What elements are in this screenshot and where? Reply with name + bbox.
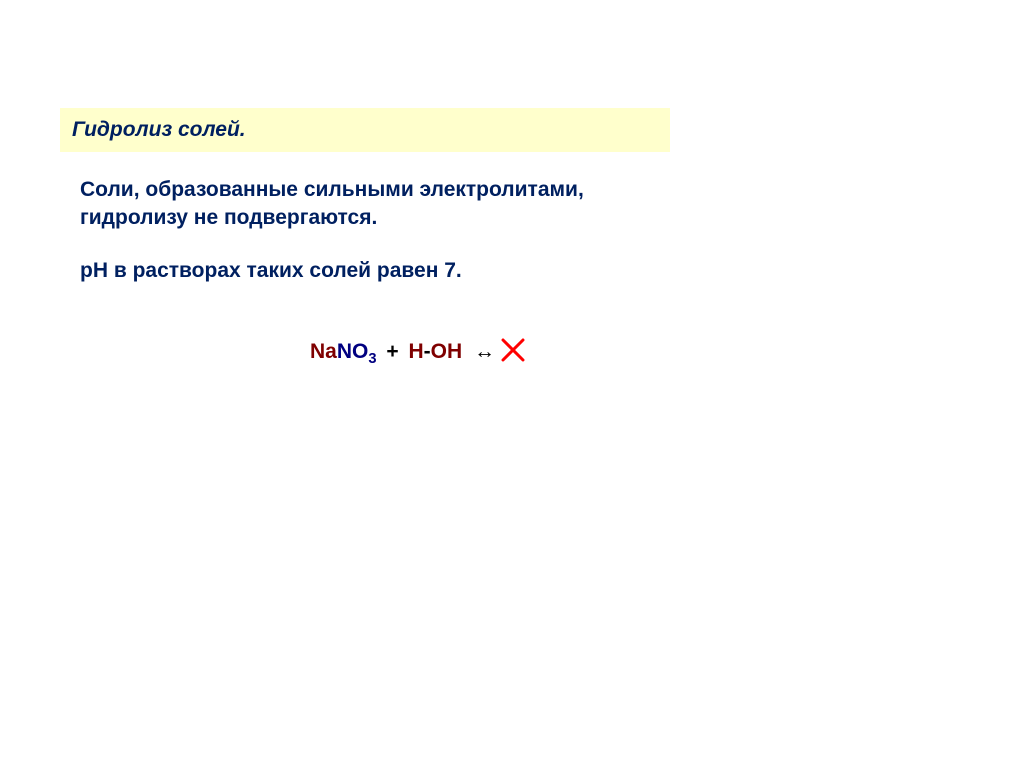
eq-na: Na xyxy=(310,340,337,363)
title-text: Гидролиз солей. xyxy=(72,118,246,142)
eq-arrow: ↔ xyxy=(474,340,495,363)
title-band: Гидролиз солей. xyxy=(60,108,670,152)
no-reaction-cross-icon xyxy=(500,337,526,363)
eq-oh: OH xyxy=(431,340,463,363)
equation: NaNO3 + H-OH ↔ xyxy=(310,340,495,367)
eq-sub3: 3 xyxy=(368,351,376,367)
para1-line1: Соли, образованные сильными электролитам… xyxy=(80,178,584,201)
body-area: Соли, образованные сильными электролитам… xyxy=(80,176,880,309)
paragraph-1: Соли, образованные сильными электролитам… xyxy=(80,176,880,233)
eq-dash: - xyxy=(424,340,431,363)
eq-no: NO xyxy=(337,340,369,363)
paragraph-2: pH в растворах таких солей равен 7. xyxy=(80,257,880,285)
para1-line2: гидролизу не подвергаются. xyxy=(80,206,377,229)
eq-h: H xyxy=(408,340,423,363)
eq-plus: + xyxy=(386,340,398,363)
